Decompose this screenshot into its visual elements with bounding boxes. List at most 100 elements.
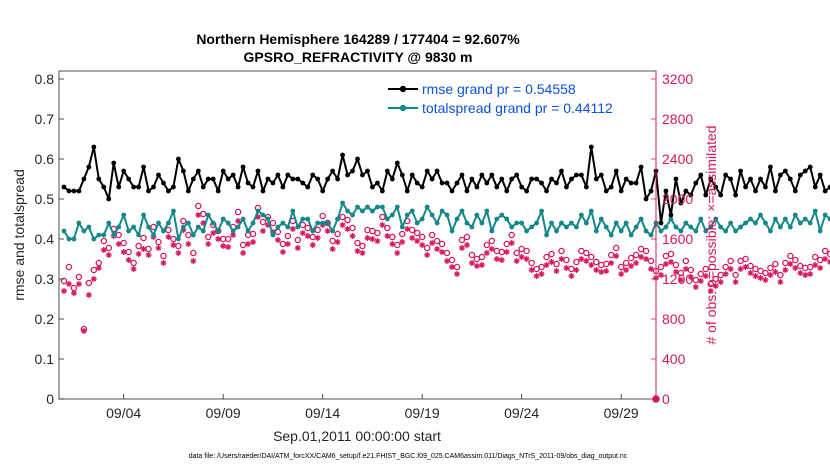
totalspread-point [295,224,301,230]
totalspread-point [758,212,763,218]
totalspread-point [131,224,137,230]
obs-assimilated-point [558,256,565,262]
rmse-point [111,160,117,166]
rmse-point [429,176,435,182]
obs-possible-point [284,232,292,240]
obs-possible-point [811,253,819,261]
totalspread-point [384,216,390,222]
totalspread-point [409,208,415,214]
totalspread-point [678,228,684,234]
rmse-point [683,188,689,194]
obs-assimilated-point [463,242,470,248]
obs-possible-point [667,250,675,258]
obs-possible-point [319,212,326,220]
right-y-axis-label: # of obs: o=possible; ×=assimilated [703,125,719,344]
rmse-point [265,176,271,182]
totalspread-point [763,220,768,226]
totalspread-point [126,228,132,234]
totalspread-point [355,204,360,210]
totalspread-point [504,216,510,222]
rmse-point [773,188,778,194]
obs-assimilated-point [508,240,515,246]
left-y-tick-label: 0.8 [35,71,55,87]
obs-assimilated-point [787,261,794,267]
totalspread-point [812,208,818,214]
obs-assimilated-point [772,269,779,275]
rmse-point [449,188,455,194]
totalspread-point [375,204,380,210]
totalspread-point [693,228,699,234]
obs-possible-point [697,270,705,278]
rmse-point [564,184,569,190]
rmse-point [544,188,549,194]
legend-spread-label: totalspread grand pr = 0.44112 [422,100,613,116]
obs-possible-point [443,249,451,257]
obs-possible-point [513,249,520,257]
obs-assimilated-point [404,226,411,232]
rmse-point [698,172,704,178]
x-tick-label: 09/09 [206,405,241,421]
obs-assimilated-point [195,212,202,218]
obs-possible-point [200,210,207,218]
obs-assimilated-point [215,236,222,242]
obs-assimilated-point [697,278,704,284]
obs-assimilated-point [379,222,386,228]
obs-possible-point [234,208,242,216]
totalspread-point [802,216,808,222]
totalspread-point [623,220,629,226]
totalspread-point [703,228,709,234]
rmse-point [678,200,684,206]
rmse-point [230,172,236,178]
obs-possible-point [692,276,700,284]
totalspread-point [782,216,788,222]
totalspread-point [230,228,236,234]
obs-assimilated-point [727,266,734,272]
rmse-point [151,184,156,190]
rmse-point [588,144,594,150]
obs-possible-point [603,260,610,268]
obs-possible-point [165,226,172,234]
obs-possible-point [627,254,635,262]
rmse-point [171,184,176,190]
rmse-point [360,172,365,178]
totalspread-point [81,228,87,234]
rmse-point [613,168,619,174]
obs-possible-point [816,256,824,264]
obs-assimilated-point [702,273,709,279]
obs-possible-point [612,244,620,252]
totalspread-point [768,228,773,234]
obs-assimilated-point [70,290,77,296]
rmse-point [782,168,788,174]
obs-assimilated-point [742,264,749,270]
obs-possible-point [712,275,719,283]
totalspread-point [797,220,803,226]
obs-assimilated-point [488,246,495,252]
obs-assimilated-point [409,235,416,241]
rmse-point [693,180,699,186]
rmse-point [76,188,82,194]
x-axis-label: Sep.01,2011 00:00:00 start [273,428,441,444]
totalspread-point [544,232,549,238]
obs-possible-point [732,271,739,279]
obs-possible-point [269,219,277,227]
obs-possible-point [622,259,630,267]
rmse-point [758,176,763,182]
obs-assimilated-point [523,256,530,262]
rmse-point [748,176,753,182]
rmse-point [370,184,375,190]
rmse-point [235,184,241,190]
totalspread-point [618,228,624,234]
totalspread-point [166,220,171,226]
rmse-point [628,180,634,186]
totalspread-point [310,228,316,234]
obs-possible-point [329,237,336,245]
totalspread-point [71,236,77,242]
rmse-point [61,184,67,190]
totalspread-point [176,236,181,242]
obs-assimilated-point [439,249,446,255]
rmse-point [797,172,803,178]
totalspread-point [121,212,127,218]
rmse-point [718,192,724,198]
rmse-point [484,180,490,186]
obs-assimilated-point [563,265,570,271]
